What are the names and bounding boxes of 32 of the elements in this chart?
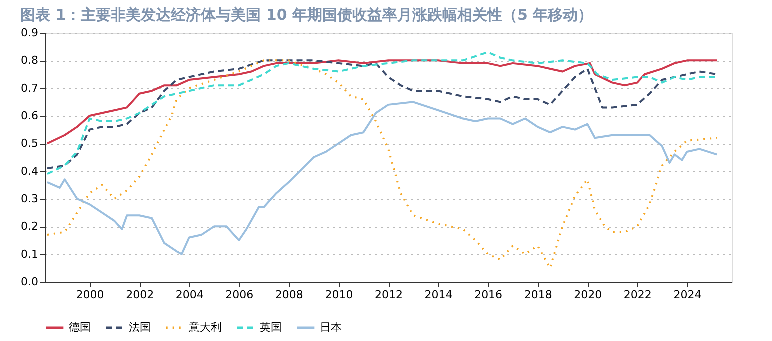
- x-tick-label: 2018: [524, 288, 552, 302]
- x-tick-label: 2016: [474, 288, 503, 302]
- legend-label: 德国: [69, 321, 91, 334]
- y-tick-label: 0.5: [21, 137, 38, 150]
- x-tick-label: 2008: [275, 288, 304, 302]
- x-tick-label: 2014: [424, 288, 453, 302]
- x-tick-label: 2004: [176, 288, 204, 302]
- line-series: [46, 101, 718, 256]
- y-tick-label: 0.1: [21, 248, 38, 261]
- x-tick-label: 2010: [325, 288, 354, 302]
- x-tick-label: 2002: [126, 288, 154, 302]
- x-tick-label: 2020: [574, 288, 602, 302]
- y-tick-label: 0.6: [21, 110, 38, 122]
- y-tick-label: 0.8: [21, 54, 38, 68]
- y-tick-label: 0.3: [21, 192, 38, 206]
- x-tick-label: 2012: [375, 288, 403, 302]
- y-tick-label: 0.2: [21, 220, 38, 234]
- legend-label: 法国: [129, 321, 151, 334]
- x-tick-label: 2000: [76, 288, 104, 302]
- line-series: [46, 60, 718, 145]
- chart-title: 图表 1：主要非美发达经济体与美国 10 年期国债收益率月涨跌幅相关性（5 年移动）: [20, 6, 594, 24]
- legend-label: 日本: [320, 321, 342, 334]
- line-series: [46, 60, 718, 270]
- y-tick-label: 0.9: [21, 26, 38, 40]
- x-tick-label: 2024: [674, 288, 702, 302]
- legend-label: 英国: [260, 321, 282, 334]
- y-tick-label: 0.0: [21, 276, 38, 288]
- y-tick-label: 0.7: [21, 82, 38, 95]
- x-tick-label: 2006: [226, 288, 254, 302]
- legend-label: 意大利: [188, 321, 222, 334]
- y-tick-label: 0.4: [21, 164, 38, 178]
- x-tick-label: 2022: [624, 288, 652, 302]
